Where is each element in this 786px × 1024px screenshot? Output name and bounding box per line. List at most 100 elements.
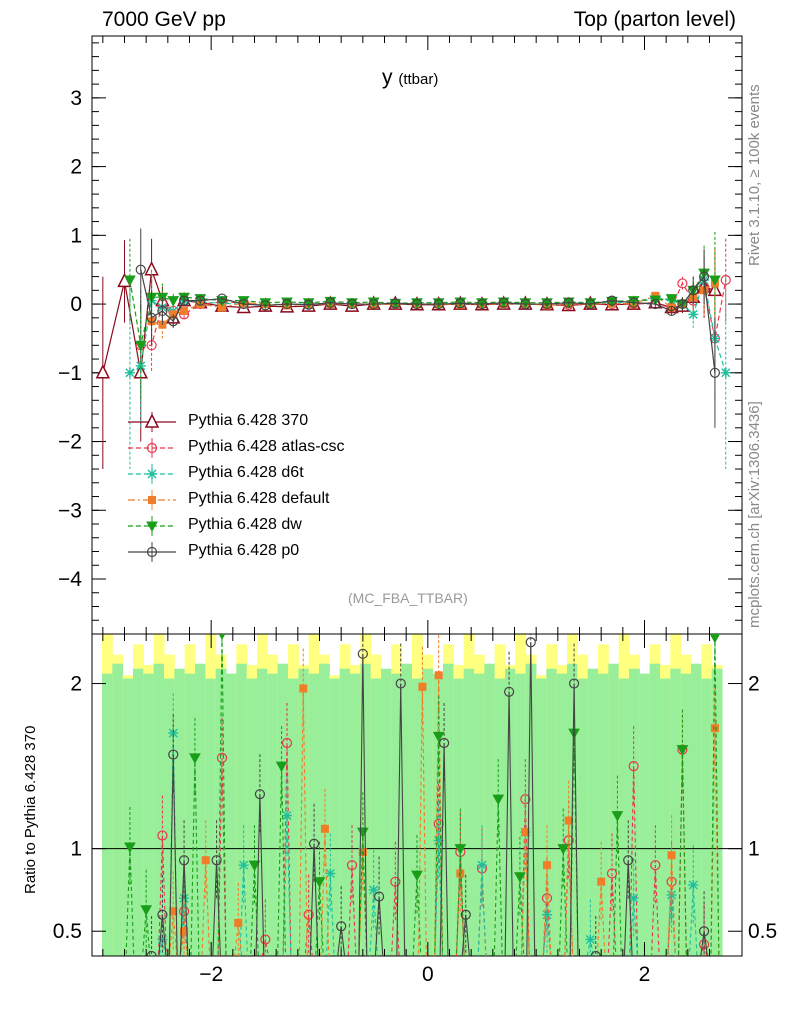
ratio-band-green — [133, 668, 144, 956]
data-point — [677, 278, 688, 289]
data-point — [498, 297, 509, 308]
ratio-band-green — [432, 673, 444, 956]
legend-marker — [146, 442, 158, 454]
ratio-data-point — [146, 950, 157, 956]
data-point — [281, 298, 293, 310]
ratio-ytick-label-right: 0.5 — [748, 920, 777, 943]
ratio-data-point — [709, 634, 721, 644]
ratio-data-point — [303, 909, 314, 920]
ratio-data-point — [169, 907, 178, 916]
ratio-data-point — [368, 884, 379, 895]
ratio-band-green — [205, 678, 217, 956]
legend: Pythia 6.428 370 Pythia 6.428 atlas-csc Py… — [128, 410, 388, 566]
ratio-data-point — [248, 860, 261, 872]
ratio-band-green — [381, 668, 392, 956]
legend-swatch — [128, 542, 176, 562]
ratio-data-point — [336, 921, 347, 932]
ratio-data-point — [628, 761, 639, 772]
legend-item: Pythia 6.428 dw — [128, 514, 388, 540]
legend-label: Pythia 6.428 p0 — [188, 542, 300, 559]
data-point — [585, 298, 596, 310]
plot-title: y (ttbar) — [382, 66, 438, 90]
ratio-data-point — [492, 794, 505, 806]
ratio-data-point — [254, 789, 266, 800]
ratio-data-point — [325, 868, 336, 879]
ratio-axis-label: Ratio to Pythia 6.428 370 — [22, 725, 39, 894]
ratio-data-point — [434, 671, 443, 680]
ratio-band-green — [515, 673, 527, 956]
data-point — [218, 303, 226, 312]
ratio-band-green — [102, 673, 113, 956]
ratio-band-green — [122, 678, 134, 956]
ratio-band-green — [184, 673, 196, 956]
data-point — [124, 367, 135, 378]
data-point — [168, 316, 179, 327]
data-point — [688, 309, 699, 320]
ratio-band-green — [474, 673, 485, 956]
legend-label: Pythia 6.428 default — [188, 490, 330, 507]
ratio-data-point — [543, 861, 551, 870]
ratio-ytick-label: 0.5 — [53, 920, 82, 943]
ratio-band-green — [401, 663, 413, 956]
data-point — [167, 296, 180, 307]
ratio-data-point — [438, 737, 450, 749]
data-point — [650, 298, 661, 310]
ratio-data-point — [216, 752, 228, 763]
ratio-ytick-label: 2 — [70, 673, 82, 696]
ratio-band-green — [556, 673, 568, 956]
ratio-band-green — [370, 678, 382, 956]
legend-marker — [147, 469, 157, 479]
legend-item: Pythia 6.428 d6t — [128, 462, 388, 488]
ratio-data-point — [238, 860, 249, 871]
ratio-band-green — [112, 663, 124, 956]
data-point — [628, 297, 639, 308]
data-point — [216, 293, 228, 304]
ratio-band-green — [298, 668, 310, 956]
data-point — [720, 367, 731, 378]
data-point — [606, 295, 618, 306]
main-ytick-label: −4 — [58, 568, 82, 591]
ratio-data-point — [178, 855, 190, 866]
ratio-data-point — [525, 637, 536, 648]
ratio-data-point — [477, 860, 487, 871]
ratio-band-green — [494, 678, 506, 956]
ratio-data-point — [564, 816, 573, 825]
legend-marker — [148, 496, 156, 504]
ratio-ytick-label: 1 — [70, 838, 82, 861]
data-point — [134, 340, 147, 352]
data-point — [325, 297, 336, 308]
main-series — [124, 231, 721, 401]
ratio-data-point — [282, 810, 292, 821]
data-point — [390, 298, 401, 309]
ratio-band-green — [463, 668, 475, 956]
ratio-data-point — [710, 724, 719, 733]
ratio-band-green — [236, 663, 248, 956]
ratio-data-point — [557, 844, 570, 855]
ratio-data-point — [418, 682, 427, 691]
ratio-data-point — [667, 851, 676, 860]
ratio-band-green — [422, 668, 434, 956]
data-point — [180, 306, 189, 315]
data-point — [259, 298, 272, 309]
ratio-data-point — [650, 860, 661, 871]
ratio-data-point — [390, 876, 401, 887]
ratio-band-green — [350, 673, 361, 956]
ratio-band-green — [391, 673, 403, 956]
ratio-band-green — [680, 673, 692, 956]
main-ytick-label: 2 — [70, 156, 82, 179]
ratio-data-point — [628, 893, 639, 904]
data-point — [303, 299, 314, 310]
ratio-band-green — [701, 678, 713, 956]
main-series — [135, 228, 721, 428]
ratio-band-green — [649, 663, 661, 956]
ratio-series-line — [158, 742, 708, 956]
ratio-data-point — [157, 909, 168, 920]
ratio-series-group — [124, 634, 721, 956]
ratio-band-green — [153, 663, 165, 956]
legend-item: Pythia 6.428 p0 — [128, 540, 388, 566]
ratio-band-green — [360, 663, 372, 956]
data-point — [455, 298, 466, 309]
ratio-band-green — [587, 668, 599, 956]
side-label-mcplots: mcplots.cern.ch [arXiv:1306.3436] — [746, 401, 763, 628]
